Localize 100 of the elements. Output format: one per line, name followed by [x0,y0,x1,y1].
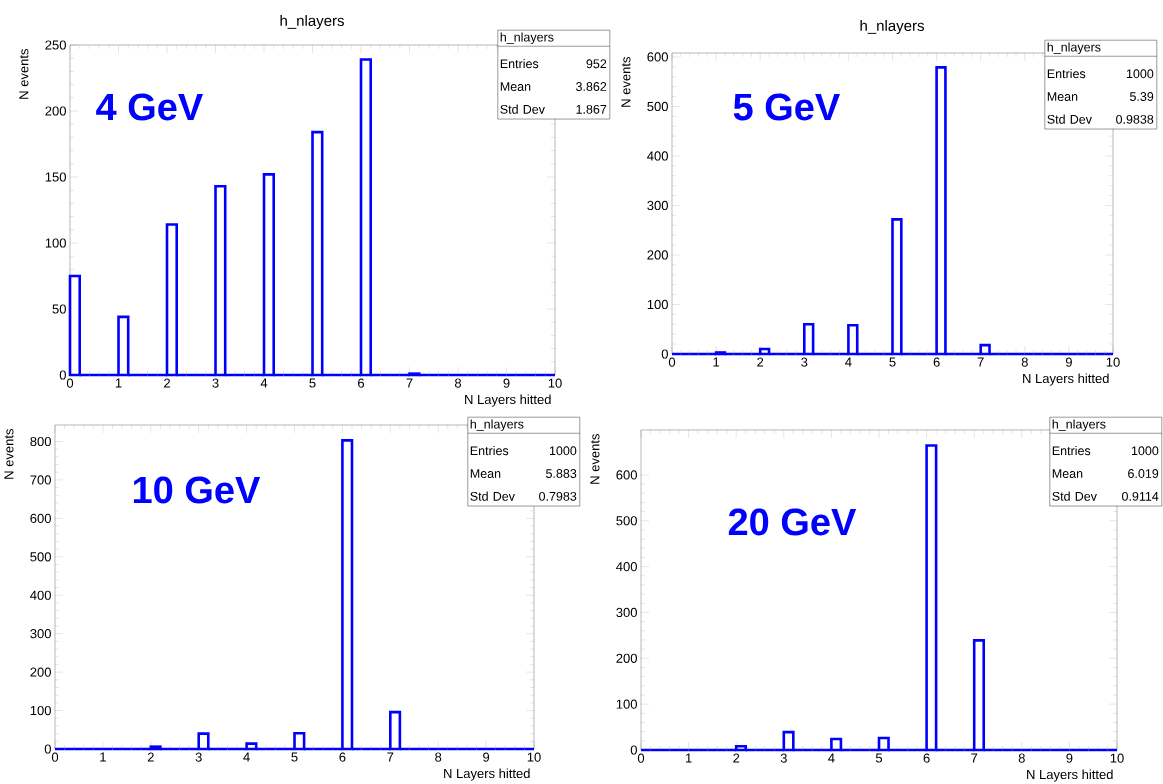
text: 0.9114 [1121,491,1159,501]
y-axis-title: N events [621,57,631,107]
y-tick-label: 150 [45,172,66,182]
annotation: h_nlayers [1052,419,1106,432]
x-axis-title: N Layers hitted [1027,769,1113,782]
y-tick-label: 100 [647,299,668,310]
x-tick-label: 4 [828,753,835,763]
y-tick-label: 50 [52,304,66,314]
x-tick-label: 6 [923,753,930,763]
text: 952 [586,59,607,69]
y-tick-label: 300 [30,629,51,639]
x-tick-label: 1 [100,752,106,762]
x-tick-label: 8 [435,752,442,762]
x-tick-label: 5 [875,753,883,763]
x-tick-label: 1 [115,378,122,388]
y-tick-label: 200 [45,106,66,116]
y-tick-label: 200 [616,653,637,663]
x-tick-label: 2 [164,378,170,388]
text: 5.39 [1129,92,1154,101]
annotation: Entries [470,445,509,456]
annotation: Std Dev [1047,114,1092,124]
y-tick-label: 0 [630,745,637,755]
text: 3.862 [575,82,607,91]
y-axis-title: N events [590,434,600,484]
text: 0.9838 [1116,114,1154,124]
y-tick-label: 300 [647,200,668,211]
annotation: 10 GeV [133,476,261,504]
annotation: 5 GeV [733,93,840,121]
annotation: Entries [1052,445,1091,456]
x-tick-label: 6 [358,378,365,388]
y-tick-label: 400 [616,562,637,572]
text: 1.867 [576,104,607,114]
text: h_nlayers [500,32,554,45]
x-tick-label: 3 [780,753,787,763]
y-tick-label: 500 [616,516,637,526]
x-tick-label: 6 [339,752,346,762]
y-tick-label: 0 [59,370,66,380]
y-tick-label: 0 [44,744,51,754]
x-tick-label: 7 [977,357,984,367]
x-tick-label: 0 [668,357,676,367]
y-tick-label: 600 [616,470,637,480]
x-tick-label: 6 [933,357,940,367]
x-tick-label: 7 [406,378,413,388]
annotation: Std Dev [500,104,545,114]
x-tick-label: 9 [1066,753,1073,763]
x-tick-label: 2 [733,753,740,763]
x-tick-label: 3 [801,357,808,367]
text: 1000 [549,446,577,456]
annotation: Mean [500,82,531,91]
y-tick-label: 400 [30,590,51,600]
x-tick-label: 5 [889,357,896,367]
x-tick-label: 3 [195,752,202,762]
x-tick-label: 1 [713,357,720,367]
annotation: h_nlayers [470,419,524,432]
annotation: h_nlayers [1047,42,1101,55]
y-tick-label: 200 [30,667,51,677]
x-tick-label: 1 [685,753,692,763]
annotation: 4 GeV [96,93,203,121]
x-axis-title: N Layers hitted [1023,373,1109,386]
x-tick-label: 5 [309,378,316,388]
y-tick-label: 500 [647,101,668,112]
x-tick-label: 8 [1018,753,1025,763]
x-tick-label: 4 [243,752,250,762]
text: 6.019 [1128,469,1159,478]
annotation: 20 GeV [728,508,857,536]
text: 1000 [1126,69,1154,79]
x-tick-label: 2 [147,752,154,762]
x-tick-label: 0 [637,753,645,763]
text: 5.883 [546,469,577,478]
x-tick-label: 7 [387,752,394,762]
y-tick-label: 300 [616,607,637,618]
annotation: Std Dev [1052,491,1097,501]
text: 1000 [1131,446,1159,456]
y-tick-label: 500 [30,552,51,562]
x-tick-label: 4 [845,357,852,367]
y-tick-label: 600 [30,513,51,523]
annotation: Entries [500,58,539,69]
chart-title: h_nlayers [280,15,344,29]
y-tick-label: 250 [45,40,66,50]
x-tick-label: 10 [548,378,562,388]
x-tick-label: 7 [971,753,978,763]
x-tick-label: 10 [1106,357,1120,367]
y-axis-title: N events [4,429,14,479]
y-tick-label: 700 [30,475,51,485]
y-tick-label: 800 [30,436,51,447]
y-tick-label: 100 [45,238,66,248]
y-tick-label: 0 [661,349,668,359]
x-tick-label: 10 [1110,753,1124,763]
y-axis-title: N events [19,49,29,99]
annotation: Mean [1052,469,1083,478]
y-tick-label: 600 [647,52,668,62]
x-tick-label: 10 [527,752,541,762]
annotation: Mean [470,469,501,478]
x-tick-label: 2 [757,357,764,367]
x-tick-label: 9 [483,752,490,762]
x-tick-label: 4 [260,378,268,388]
annotation: Std Dev [470,491,515,501]
x-tick-label: 9 [1065,357,1072,367]
y-tick-label: 100 [30,705,51,716]
x-axis-title: N Layers hitted [465,394,551,407]
